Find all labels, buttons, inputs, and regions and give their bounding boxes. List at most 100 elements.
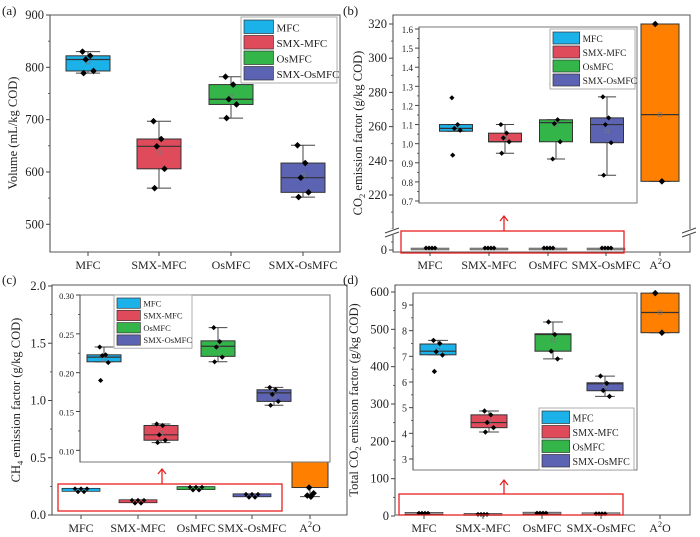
data-point: [506, 139, 512, 145]
x-tick-label: MFC: [75, 258, 100, 272]
legend-label: MFC: [276, 23, 299, 35]
data-point: [82, 56, 90, 63]
data-point: [246, 494, 252, 500]
y-tick-label: 2.0: [30, 279, 46, 293]
data-point: [229, 81, 237, 88]
y-tick-label: 400: [370, 360, 389, 374]
legend-swatch-SMX-OsMFC: [116, 334, 141, 346]
y-tick-label: 8: [402, 327, 407, 338]
data-point: [488, 412, 494, 418]
panel-b-label: (b): [343, 3, 358, 18]
data-point: [79, 48, 86, 55]
data-point: [222, 73, 229, 81]
highlight-box: [57, 483, 283, 512]
mean-marker: [101, 357, 107, 362]
x-tick-label: MFC: [411, 521, 436, 535]
x-tick-label: SMX-MFC: [455, 521, 510, 535]
data-point: [550, 245, 556, 251]
axis-break-mark: [681, 231, 697, 238]
data-point: [600, 94, 606, 100]
data-point: [606, 115, 612, 121]
data-point: [485, 245, 491, 251]
data-point: [275, 398, 281, 405]
data-point: [156, 432, 162, 438]
data-point: [557, 139, 563, 145]
legend-swatch-MFC: [541, 410, 570, 424]
x-tick-label: MFC: [68, 521, 93, 535]
y-tick-label: 0.8: [402, 178, 414, 188]
panel-d: (d) Total CO2 emission factor (g/kg COD)…: [343, 272, 691, 535]
y-tick-label: 1.2: [402, 101, 413, 111]
data-point: [86, 52, 94, 60]
legend-label: OsMFC: [573, 443, 606, 454]
data-point: [500, 135, 506, 141]
data-point: [84, 486, 90, 492]
data-point: [243, 491, 249, 497]
y-tick-label: 0: [381, 243, 387, 257]
y-tick-label: 100: [370, 472, 389, 486]
data-point: [223, 114, 230, 122]
x-tick-label: MFC: [417, 258, 442, 272]
data-point: [604, 380, 610, 386]
data-point: [601, 172, 607, 178]
data-point: [504, 130, 510, 136]
x-tick-label: OsMFC: [529, 258, 568, 272]
data-point: [552, 331, 558, 338]
legend-swatch-SMX-MFC: [552, 45, 580, 59]
data-point: [297, 174, 305, 182]
panel-b: (b) CO2 emission factor (g/kg COD) 220 24…: [343, 3, 697, 272]
data-point: [600, 387, 606, 394]
y-tick-label: 0: [383, 509, 389, 523]
data-point: [217, 339, 223, 345]
data-point: [555, 117, 561, 123]
legend-swatch-SMX-MFC: [541, 425, 570, 439]
axis-break-gap: [387, 229, 399, 235]
data-point: [97, 344, 103, 350]
x-tick-label: SMX-OsMFC: [567, 521, 636, 535]
panel-a-ylabel: Volume (mL/kg COD): [6, 77, 20, 190]
data-point: [488, 245, 494, 251]
data-point: [304, 492, 311, 499]
legend-label: OsMFC: [276, 54, 311, 66]
x-tick-label: SMX-OsMFC: [218, 521, 287, 535]
data-point: [498, 121, 504, 128]
y-tick-label: 0.20: [59, 369, 74, 379]
data-point: [141, 497, 147, 503]
data-point: [99, 352, 105, 359]
y-tick-label: 600: [370, 285, 389, 299]
arrow-head-icon: [157, 467, 167, 475]
data-point: [608, 245, 614, 251]
data-point: [423, 245, 429, 251]
panel-d-ylabel: Total CO2 emission factor (g/kg COD): [347, 303, 363, 496]
y-tick-label: 5: [402, 404, 407, 415]
y-tick-label: 500: [25, 217, 44, 231]
x-tick-label: A2O: [649, 257, 671, 272]
data-point: [301, 159, 309, 167]
highlight-box: [400, 230, 625, 254]
legend-swatch-OsMFC: [541, 439, 570, 453]
legend-label: SMX-OsMFC: [583, 77, 637, 87]
data-point: [268, 402, 274, 408]
arrow-head-icon: [499, 214, 509, 222]
data-point: [267, 384, 273, 391]
mean-marker: [156, 150, 162, 155]
data-point: [72, 486, 78, 492]
y-tick-label: 0.25: [59, 330, 74, 340]
legend-label: SMX-MFC: [276, 38, 327, 50]
y-tick-label: 320: [368, 17, 387, 31]
y-tick-label: 0.7: [402, 197, 414, 207]
x-tick-label: SMX-OsMFC: [572, 258, 641, 272]
data-point: [544, 245, 550, 251]
data-point: [249, 491, 255, 497]
data-point: [499, 150, 505, 156]
y-tick-label: 200: [370, 434, 389, 448]
panel-a: (a) Volume (mL/kg COD) 500 600 700 800 900 MF…: [2, 3, 341, 272]
data-point: [199, 484, 205, 490]
panel-c: (c) CH4 emission factor (g/kg COD) 0.0 0.…: [2, 272, 348, 535]
data-point: [451, 125, 457, 131]
y-tick-label: 9: [402, 301, 407, 312]
data-point: [98, 377, 104, 384]
data-point: [490, 424, 497, 431]
mean-marker: [657, 112, 663, 117]
